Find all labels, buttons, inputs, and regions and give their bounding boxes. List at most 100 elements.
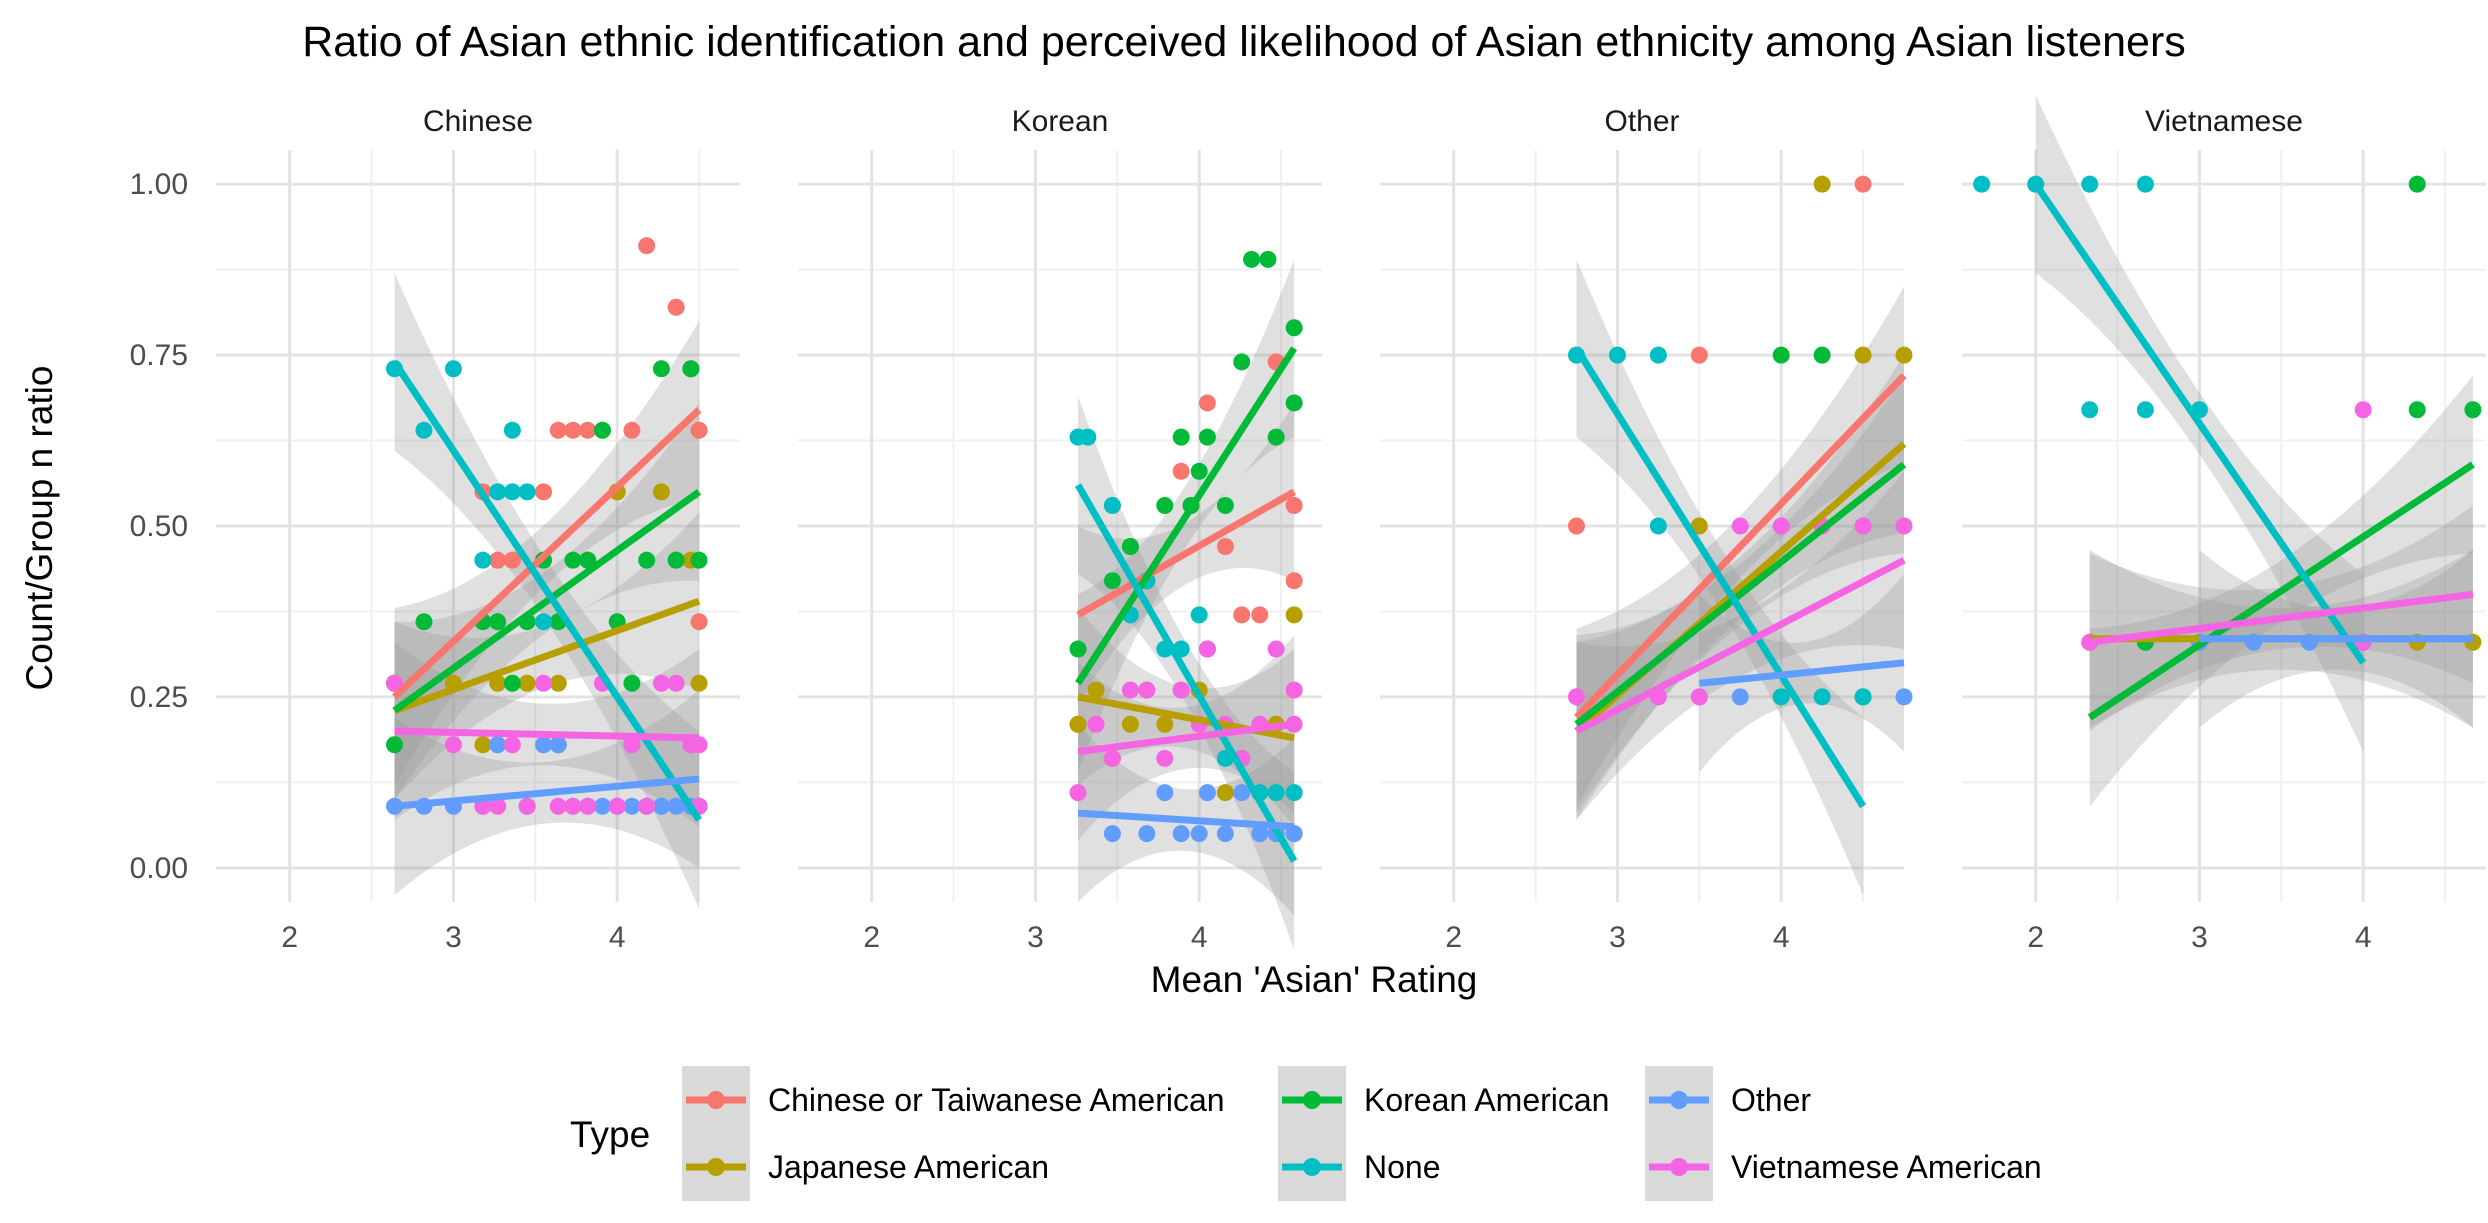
data-point-japanese-american [549, 674, 567, 692]
legend-label: Chinese or Taiwanese American [768, 1082, 1225, 1118]
regression-line-other [1698, 659, 1905, 687]
data-point-korean-american [652, 360, 670, 378]
regression-line-none [1074, 483, 1298, 863]
facet-label-vietnamese: Vietnamese [2145, 105, 2303, 138]
data-point-korean-american [1285, 394, 1303, 412]
data-point-vietnamese-american [1731, 517, 1749, 535]
data-point-other [1103, 825, 1121, 843]
data-point-vietnamese-american [2354, 401, 2372, 419]
regression-line-none [1573, 346, 1867, 809]
x-tick-label: 2 [2027, 921, 2044, 954]
legend-entry-other: Other [1645, 1066, 1811, 1134]
data-point-chinese-or-taiwanese-american [1233, 606, 1251, 624]
x-tick-label: 2 [1445, 921, 1462, 954]
data-point-other [1156, 784, 1174, 802]
data-point-chinese-or-taiwanese-american [564, 421, 582, 439]
data-point-other [1731, 688, 1749, 706]
data-point-korean-american [1121, 538, 1139, 556]
data-point-korean-american [1198, 428, 1216, 446]
x-tick-label: 4 [609, 921, 626, 954]
legend-entry-none: None [1278, 1133, 1441, 1201]
data-point-vietnamese-american [1772, 517, 1790, 535]
legend-label: Korean American [1364, 1082, 1609, 1118]
x-tick-label: 3 [445, 921, 462, 954]
data-point-vietnamese-american [1854, 517, 1872, 535]
data-point-chinese-or-taiwanese-american [667, 298, 685, 316]
data-point-other [1198, 784, 1216, 802]
x-tick-label: 4 [1191, 921, 1208, 954]
data-point-korean-american [489, 613, 507, 631]
data-point-none [444, 360, 462, 378]
x-tick-label: 2 [863, 921, 880, 954]
regression-line-vietnamese-american [2089, 590, 2474, 646]
y-tick-label: 0.00 [130, 852, 188, 885]
data-point-vietnamese-american [1285, 681, 1303, 699]
data-point-japanese-american [1895, 346, 1913, 364]
data-point-japanese-american [1121, 715, 1139, 733]
data-point-chinese-or-taiwanese-american [1568, 517, 1585, 535]
data-point-korean-american [1172, 428, 1190, 446]
legend-entry-chinese-or-taiwanese-american: Chinese or Taiwanese American [682, 1066, 1225, 1134]
data-point-korean-american [1243, 250, 1261, 268]
data-point-korean-american [2408, 175, 2426, 193]
facet-label-other: Other [1604, 105, 1679, 138]
data-point-chinese-or-taiwanese-american [1285, 496, 1303, 514]
data-point-vietnamese-american [638, 797, 656, 815]
data-point-none [2081, 401, 2099, 419]
data-point-korean-american [1103, 572, 1121, 590]
legend-label: Other [1731, 1082, 1811, 1118]
data-point-chinese-or-taiwanese-american [1198, 394, 1216, 412]
legend-key-point [707, 1158, 725, 1176]
x-axis-title: Mean 'Asian' Rating [1151, 959, 1478, 1000]
data-point-vietnamese-american [667, 674, 685, 692]
regression-line-none [2032, 182, 2367, 665]
data-point-japanese-american [690, 674, 708, 692]
y-tick-label: 0.50 [130, 510, 188, 543]
data-point-korean-american [593, 421, 611, 439]
data-point-chinese-or-taiwanese-american [1690, 346, 1708, 364]
data-point-none [503, 483, 521, 501]
data-point-chinese-or-taiwanese-american [579, 421, 597, 439]
data-point-other [652, 797, 670, 815]
data-point-vietnamese-american [1103, 749, 1121, 767]
x-tick-label: 4 [1773, 921, 1790, 954]
regression-line-chinese-or-taiwanese-american [1573, 373, 1907, 720]
data-point-other [667, 797, 685, 815]
data-point-japanese-american [1285, 606, 1303, 624]
data-point-vietnamese-american [1156, 749, 1174, 767]
data-point-vietnamese-american [1198, 640, 1216, 658]
data-point-japanese-american [1087, 681, 1105, 699]
data-point-vietnamese-american [623, 736, 641, 754]
legend-label: Vietnamese American [1731, 1149, 2042, 1185]
data-point-vietnamese-american [549, 797, 567, 815]
data-point-other [593, 797, 611, 815]
data-point-none [2136, 175, 2154, 193]
data-point-chinese-or-taiwanese-american [535, 483, 552, 501]
chart-title: Ratio of Asian ethnic identification and… [302, 18, 2186, 66]
data-point-other [1172, 825, 1190, 843]
data-point-korean-american [667, 551, 685, 569]
data-point-none [1079, 428, 1097, 446]
data-point-other [549, 736, 567, 754]
regression-line-japanese-american [393, 597, 701, 714]
data-point-vietnamese-american [1069, 784, 1087, 802]
legend-entry-japanese-american: Japanese American [682, 1133, 1049, 1201]
data-point-none [1854, 688, 1872, 706]
data-point-none [2081, 175, 2099, 193]
y-tick-label: 0.25 [130, 681, 188, 714]
data-point-chinese-or-taiwanese-american [623, 421, 641, 439]
data-point-korean-american [1190, 462, 1208, 480]
data-point-japanese-american [518, 674, 536, 692]
legend-key-point [1670, 1091, 1688, 1109]
data-point-vietnamese-american [652, 674, 670, 692]
data-point-none [1267, 784, 1285, 802]
data-point-other [1216, 825, 1234, 843]
data-point-korean-american [682, 360, 700, 378]
facet-panel-chinese: Chinese 2 3 4 0.00 0.25 0.50 0.75 1.00 [130, 105, 740, 954]
data-point-korean-american [385, 736, 403, 754]
data-point-none [535, 613, 552, 631]
data-point-korean-american [415, 613, 433, 631]
facet-label-korean: Korean [1012, 105, 1109, 138]
data-point-chinese-or-taiwanese-american [1216, 538, 1234, 556]
